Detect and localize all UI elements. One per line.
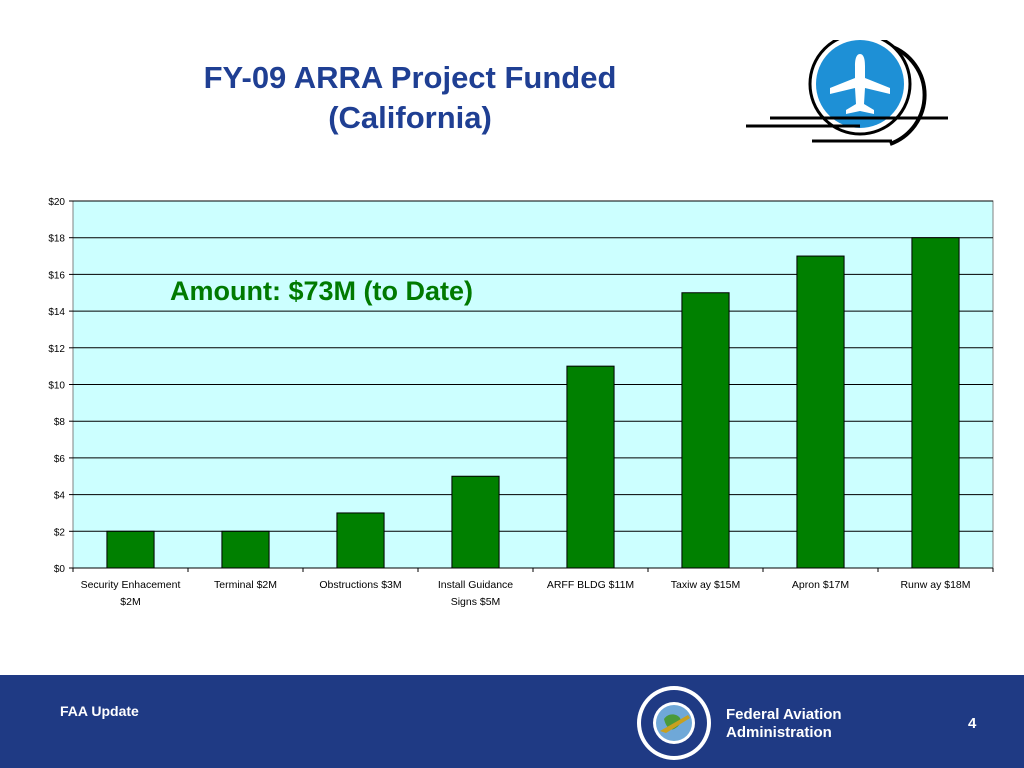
airplane-logo-icon <box>746 40 948 146</box>
x-tick-label: $2M <box>120 596 140 608</box>
title-line-2: (California) <box>328 100 492 135</box>
y-tick-label: $6 <box>54 454 66 465</box>
agency-name: Federal Aviation Administration <box>726 706 842 742</box>
y-tick-label: $4 <box>54 491 66 502</box>
x-tick-label: Security Enhacement <box>81 579 181 591</box>
x-tick-label: Obstructions $3M <box>319 579 401 591</box>
bar <box>451 475 500 569</box>
slide-title: FY-09 ARRA Project Funded (California) <box>130 58 690 138</box>
total-amount-annotation: Amount: $73M (to Date) <box>170 276 473 306</box>
footer-bar: FAA Update Federal Aviation Administrati… <box>0 675 1024 768</box>
agency-line-2: Administration <box>726 724 832 741</box>
faa-seal-icon <box>637 686 711 760</box>
y-tick-label: $20 <box>48 197 65 208</box>
y-tick-label: $18 <box>48 234 65 245</box>
y-axis-ticks: $0 $2 $4 $6 $8 $10 $12 $14 $16 $18 $20 <box>48 197 73 575</box>
bar-chart: $0 $2 $4 $6 $8 $10 $12 $14 $16 $18 $20 Security En… <box>48 197 994 608</box>
x-tick-label: Signs $5M <box>451 596 501 608</box>
bar <box>106 530 155 569</box>
footer-label: FAA Update <box>60 703 139 719</box>
y-tick-label: $12 <box>48 344 65 355</box>
y-tick-label: $10 <box>48 381 65 392</box>
x-axis-ticks: Security Enhacement $2M Terminal $2M Obstru… <box>72 568 994 608</box>
x-tick-label: Terminal $2M <box>214 579 277 591</box>
bar <box>796 255 845 569</box>
bar <box>566 365 615 569</box>
y-tick-label: $0 <box>54 564 66 575</box>
page-number: 4 <box>968 715 977 732</box>
x-tick-label: Taxiw ay $15M <box>671 579 740 591</box>
agency-line-1: Federal Aviation <box>726 706 842 723</box>
bar <box>221 530 270 569</box>
x-tick-label: Apron $17M <box>792 579 849 591</box>
title-line-1: FY-09 ARRA Project Funded <box>203 60 617 95</box>
y-tick-label: $16 <box>48 270 65 281</box>
bars <box>106 237 960 569</box>
x-tick-label: Install Guidance <box>438 579 513 591</box>
bar <box>681 292 730 569</box>
x-tick-label: Runw ay $18M <box>900 579 970 591</box>
y-tick-label: $2 <box>54 527 66 538</box>
y-tick-label: $14 <box>48 307 65 318</box>
bar <box>336 512 385 569</box>
x-tick-label: ARFF BLDG $11M <box>547 579 634 591</box>
y-tick-label: $8 <box>54 417 66 428</box>
bar <box>911 237 960 569</box>
